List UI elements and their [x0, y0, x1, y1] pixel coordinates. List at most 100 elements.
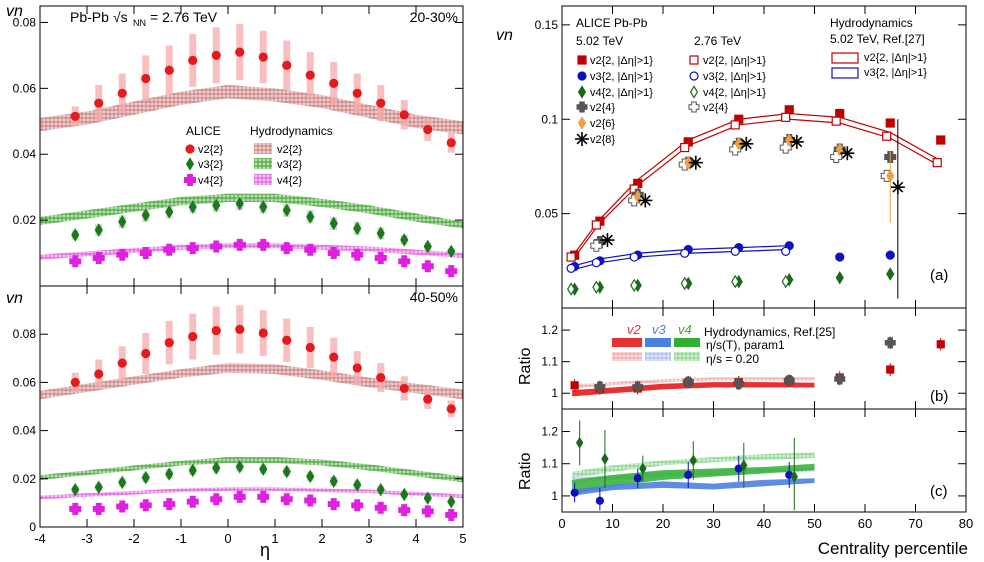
left-bottom-xtick-label: -2 — [128, 531, 140, 546]
panel-c-point — [595, 496, 604, 505]
left-bottom-v22-point — [399, 383, 409, 394]
left-top-v32-point — [212, 198, 221, 213]
left-top-v22-point — [352, 88, 362, 98]
left-bottom-xlabel: η — [260, 540, 270, 560]
left-bottom-v42-point — [69, 502, 82, 515]
ratio-c-ylabel: Ratio — [517, 453, 534, 490]
panel-a-point — [734, 137, 743, 151]
right-hydro-sub: 5.02 TeV, Ref.[27] — [830, 32, 925, 46]
legend-alice-v4: v4{2} — [198, 175, 223, 187]
left-top-ytick-label: 0.06 — [13, 81, 37, 95]
left-top-collision: Pb-Pb — [70, 9, 109, 25]
panel-a-point — [840, 146, 855, 161]
left-bottom-hydro-band — [40, 487, 463, 500]
panel-b-point — [884, 337, 896, 349]
left-bottom-v42-point — [163, 498, 176, 511]
left-top-v42-point — [163, 243, 176, 256]
panel-a-point — [882, 131, 892, 141]
panel-a-point — [638, 193, 653, 208]
left-top-v22-point — [188, 55, 198, 65]
right-xlabel: Centrality percentile — [818, 539, 968, 558]
left-top-v22-point — [305, 70, 315, 80]
legend-hydro-v3-swatch — [254, 158, 272, 169]
panel-a-point — [932, 158, 942, 168]
left-top-centrality: 20-30% — [410, 9, 458, 25]
panel-c-xtick-label: 80 — [959, 516, 973, 531]
legend-502-v2: v2{2, |Δη|>1} — [590, 55, 653, 67]
panel-a-point — [592, 280, 601, 294]
legend-hydro-v4-swatch — [254, 174, 272, 185]
left-top-v42-point — [139, 247, 152, 260]
ratio-b-ylabel: Ratio — [517, 348, 534, 385]
left-bottom-v22-point — [282, 335, 292, 345]
left-top-v32-point — [306, 210, 315, 224]
left-bottom-v42-point — [445, 508, 458, 521]
left-top-v32-point — [329, 216, 338, 231]
left-bottom-hydro-band — [40, 457, 463, 483]
panel-a-point-stroke — [690, 157, 702, 169]
ratio-b-col-v4: v4 — [678, 322, 692, 337]
left-top-v42-point — [351, 248, 364, 261]
left-bottom-v32-point — [400, 487, 409, 502]
panel-a-point — [591, 258, 601, 268]
legend-b-v2-020 — [612, 352, 642, 361]
legend-hydro-right-v2: v2{2, |Δη|>1} — [864, 52, 927, 64]
left-bottom-v42-point — [304, 494, 317, 507]
panel-a-point — [566, 252, 576, 262]
left-bottom-v42-point — [116, 500, 129, 513]
ratio-b-col-v3: v3 — [652, 322, 667, 337]
panel-c-point — [740, 459, 748, 472]
legend-marker-alice-v2 — [185, 144, 195, 154]
panel-b-band-020 — [572, 377, 815, 389]
left-bottom-v22-point — [94, 369, 104, 379]
right-header-502: 5.02 TeV — [576, 34, 623, 48]
left-bottom-centrality: 40-50% — [410, 289, 458, 305]
left-top-v32-point — [188, 200, 197, 214]
left-bottom-v22-point — [211, 325, 221, 336]
legend-marker — [576, 101, 588, 113]
panel-a-point — [629, 252, 639, 262]
left-bottom-v42-point — [398, 504, 411, 517]
left-top-ylabel: vn — [6, 3, 23, 20]
left-bottom-v32-point — [423, 491, 432, 505]
left-top-v32-point — [71, 228, 80, 242]
left-bottom-xtick-label: 1 — [271, 531, 278, 546]
left-bottom-v42-point — [421, 505, 434, 518]
left-top-v42-point — [445, 265, 458, 278]
legend-alice-v2: v2{2} — [198, 144, 223, 156]
legend-276-v2-4: v2{4} — [703, 102, 728, 114]
left-top-v22-point — [423, 124, 433, 135]
panel-a-point-stroke — [791, 136, 803, 148]
left-bottom-ytick-label: 0.04 — [13, 424, 37, 438]
legend-276-v3: v3{2, |Δη|>1} — [703, 71, 766, 83]
left-bottom-v22-point — [423, 394, 433, 404]
panel-c-frame — [561, 408, 967, 513]
left-bottom-v32-point — [212, 461, 221, 475]
left-top-v22-point — [258, 52, 268, 62]
panel-c-xtick-label: 0 — [558, 516, 565, 531]
panel-a-point — [730, 246, 740, 256]
left-bottom-hydro-band — [40, 363, 463, 400]
legend-276-v2: v2{2, |Δη|>1} — [703, 55, 766, 67]
panel-c-point — [633, 474, 642, 483]
left-bottom-v42-point — [139, 499, 152, 512]
left-top-v22-point — [399, 110, 409, 120]
panel-a-point — [730, 120, 740, 130]
legend-hydro-v3-box — [831, 67, 859, 79]
legend-marker — [577, 116, 587, 130]
panel-a-point — [591, 220, 601, 230]
panel-c-ytick-label: 1 — [551, 489, 558, 503]
panel-c-point — [570, 488, 579, 497]
panel-a-point — [784, 105, 794, 115]
legend-502-v3: v3{2, |Δη|>1} — [590, 71, 653, 83]
left-top-hydro-band — [40, 193, 463, 229]
left-bottom-v32-point — [188, 463, 197, 478]
left-bottom-v32-point — [235, 459, 244, 474]
panel-c-point — [601, 452, 609, 465]
right-ylabel: vn — [496, 27, 513, 44]
left-bottom-v32-point — [141, 470, 150, 485]
legend-marker — [689, 71, 699, 81]
legend-hydro-v3: v3{2} — [277, 159, 302, 171]
legend-hydro-right-v3: v3{2, |Δη|>1} — [864, 67, 927, 79]
panel-c-point — [575, 436, 584, 449]
